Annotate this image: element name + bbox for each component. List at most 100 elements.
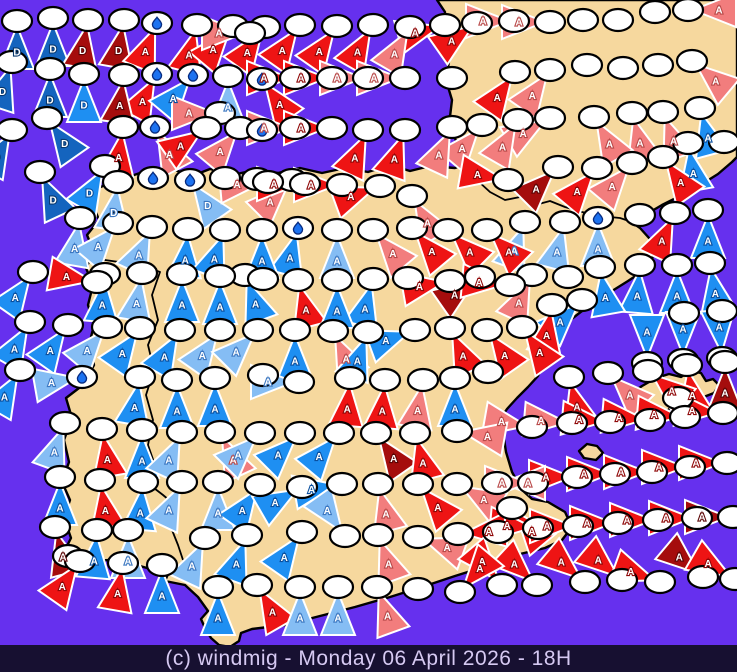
wind-letter: A: [115, 153, 122, 164]
balloon-ellipse: [67, 61, 101, 87]
balloon-ellipse: [561, 513, 595, 539]
balloon-ellipse: [593, 409, 627, 435]
wind-letter: A: [528, 527, 535, 538]
balloon-ellipse: [673, 454, 707, 480]
wind-letter: A: [594, 245, 601, 256]
wind-letter: A: [135, 251, 142, 262]
balloon-ellipse: [123, 315, 157, 341]
balloon-ellipse: [598, 461, 632, 487]
status-bar: (c) windmig - Monday 06 April 2026 - 18H: [0, 645, 737, 672]
balloon-ellipse: [165, 261, 199, 287]
balloon-ellipse: [282, 369, 316, 395]
balloon-ellipse: [520, 572, 554, 598]
wind-letter: A: [296, 614, 303, 625]
balloon-ellipse: [601, 510, 635, 536]
wind-letter: A: [139, 97, 146, 108]
wind-letter: A: [411, 29, 418, 40]
balloon-ellipse: [278, 115, 312, 141]
balloon-ellipse: [505, 314, 539, 340]
wind-letter: A: [511, 559, 518, 570]
balloon-ellipse: [395, 215, 429, 241]
balloon-ellipse: [63, 548, 97, 574]
wind-letter: A: [704, 133, 711, 144]
wind-letter: A: [485, 527, 492, 538]
wind-letter: A: [712, 289, 719, 300]
wind-letter: A: [59, 552, 66, 563]
wind-letter: A: [698, 513, 705, 524]
symbol-decorations-layer: A D D D D A A A A A A A A A A A A A A D D A A D A A A A A A A A A A A A A A D A…: [0, 4, 730, 625]
balloon-ellipse: [106, 550, 140, 576]
balloon-ellipse: [243, 420, 277, 446]
balloon-ellipse: [441, 521, 475, 547]
wind-letter: A: [532, 184, 539, 195]
balloon-ellipse: [401, 576, 435, 602]
wind-letter: D: [110, 208, 117, 219]
balloon-ellipse: [535, 292, 569, 318]
balloon-ellipse: [440, 418, 474, 444]
wind-letter: A: [354, 47, 361, 58]
wind-letter: A: [165, 456, 172, 467]
balloon-ellipse: [548, 209, 582, 235]
balloon-ellipse: [641, 507, 675, 533]
wind-letter: A: [260, 124, 267, 135]
wind-letter: A: [595, 556, 602, 567]
balloon-ellipse: [23, 159, 57, 185]
rain-droplet-icon: [149, 120, 161, 134]
balloon-ellipse: [203, 419, 237, 445]
wind-cone: [30, 367, 80, 404]
wind-letter: A: [679, 325, 686, 336]
balloon-ellipse: [401, 524, 435, 550]
wind-letter: A: [458, 144, 465, 155]
wind-letter: A: [216, 303, 223, 314]
wind-letter: A: [51, 448, 58, 459]
balloon-ellipse: [145, 552, 179, 578]
wind-letter: A: [1, 392, 8, 403]
wind-letter: A: [617, 468, 624, 479]
balloon-ellipse: [668, 404, 702, 430]
wind-cone: [693, 62, 737, 107]
wind-letter: A: [476, 564, 483, 575]
balloon-ellipse: [241, 317, 275, 343]
wind-letter: D: [61, 139, 68, 150]
wind-letter: A: [434, 503, 441, 514]
wind-cone: [139, 331, 179, 382]
wind-letter: A: [721, 389, 728, 400]
balloon-ellipse: [251, 169, 285, 195]
wind-letter: A: [276, 100, 283, 111]
wind-cone: [155, 129, 205, 172]
wind-cone: [252, 434, 299, 481]
wind-letter: A: [119, 349, 126, 360]
wind-letter: A: [504, 521, 511, 532]
wind-letter: A: [47, 346, 54, 357]
wind-cone: [535, 536, 584, 581]
balloon-ellipse: [605, 567, 639, 593]
wind-letter: A: [244, 48, 251, 59]
balloon-ellipse: [163, 317, 197, 343]
wind-letter: A: [498, 479, 505, 490]
wind-cone: [637, 215, 675, 266]
wind-cone: [690, 0, 737, 29]
wind-letter: A: [302, 305, 309, 316]
wind-letter: D: [204, 201, 211, 212]
balloon-ellipse: [315, 65, 349, 91]
balloon-ellipse: [201, 574, 235, 600]
wind-letter: A: [199, 351, 206, 362]
balloon-ellipse: [30, 105, 64, 131]
wind-letter: A: [354, 357, 361, 368]
wind-cone: [258, 586, 298, 637]
wind-letter: A: [177, 141, 184, 152]
wind-cone: [510, 168, 557, 215]
balloon-ellipse: [243, 472, 277, 498]
wind-letter: A: [704, 237, 711, 248]
wind-letter: A: [634, 291, 641, 302]
wind-letter: A: [351, 154, 358, 165]
wind-letter: A: [214, 509, 221, 520]
balloon-ellipse: [320, 13, 354, 39]
balloon-ellipse: [240, 572, 274, 598]
balloon-ellipse: [683, 95, 717, 121]
wind-letter: A: [636, 138, 643, 149]
balloon-ellipse: [521, 515, 555, 541]
wind-letter: A: [515, 18, 522, 29]
wind-letter: A: [480, 495, 487, 506]
wind-letter: A: [324, 506, 331, 517]
